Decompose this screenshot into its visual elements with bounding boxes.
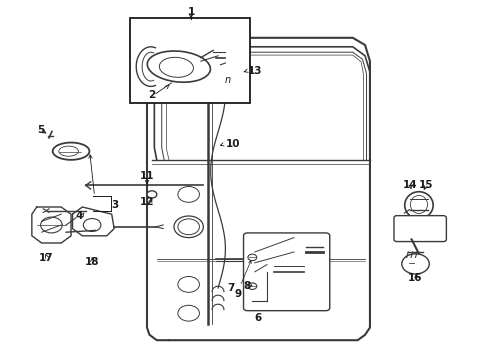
Text: 3: 3 [112,200,119,210]
Text: 9: 9 [234,289,242,299]
Text: 1: 1 [188,7,195,17]
FancyBboxPatch shape [244,233,330,311]
Text: 2: 2 [148,90,155,100]
Text: 17: 17 [39,253,54,263]
Text: 15: 15 [418,180,433,190]
FancyBboxPatch shape [130,18,250,103]
Text: 11: 11 [140,171,154,181]
Text: 6: 6 [255,312,262,323]
Circle shape [248,254,257,261]
Text: 7: 7 [227,283,235,293]
Circle shape [248,283,257,289]
Text: 14: 14 [403,180,417,190]
Text: 18: 18 [85,257,99,267]
Text: 4: 4 [76,211,83,221]
Text: 12: 12 [140,197,154,207]
Text: 10: 10 [225,139,240,149]
Text: 5: 5 [37,125,44,135]
Circle shape [147,191,157,198]
Text: 13: 13 [247,66,262,76]
Text: n: n [225,75,231,85]
Text: 16: 16 [408,273,423,283]
Text: 8: 8 [243,281,250,291]
FancyBboxPatch shape [394,216,446,242]
